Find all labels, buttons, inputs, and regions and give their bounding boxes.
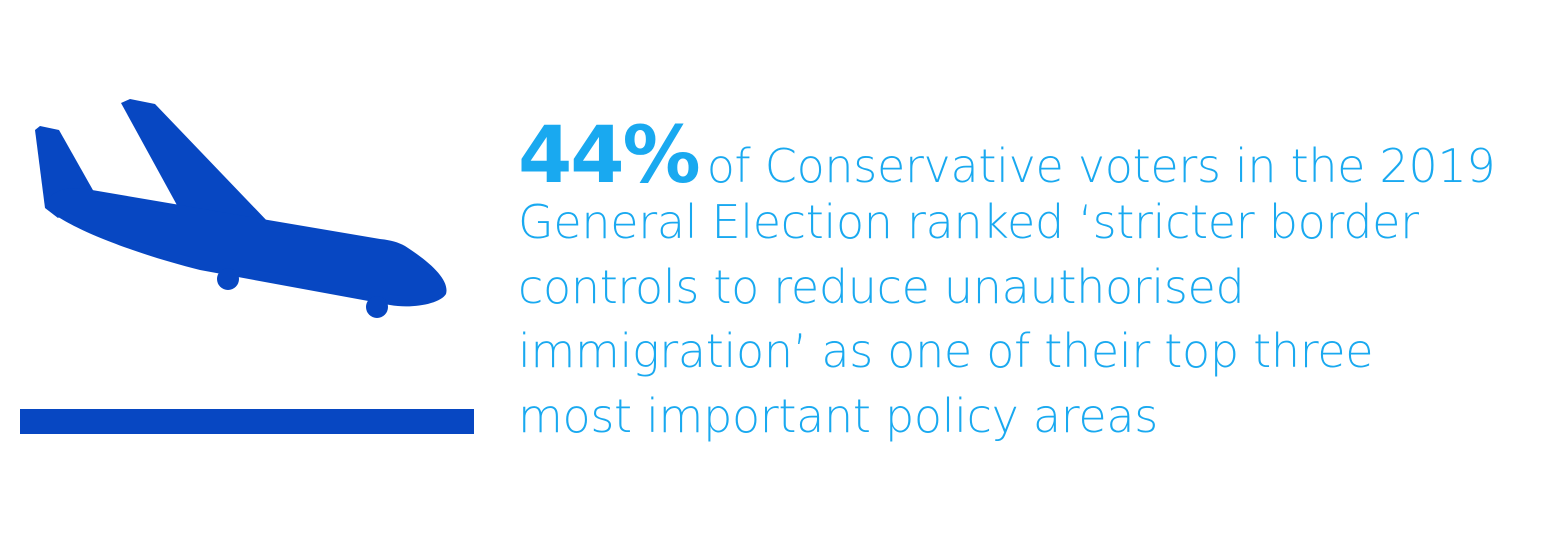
stat-line-5: most important policy areas: [518, 388, 1158, 443]
stat-percentage: 44%: [518, 111, 701, 201]
stat-line-2: General Election ranked ‘stricter border: [518, 195, 1419, 249]
airplane-landing-icon: [35, 99, 447, 318]
stat-line-4: immigration’ as one of their top three: [518, 324, 1374, 378]
stat-line-3: controls to reduce unauthorised: [518, 259, 1245, 314]
stat-statement: 44% of Conservative voters in the 2019 Ge…: [518, 117, 1548, 448]
stat-line-1: 44% of Conservative voters in the 2019: [518, 117, 1548, 195]
stat-text-1: of Conservative voters in the 2019: [706, 139, 1496, 193]
runway-bar: [20, 409, 474, 434]
